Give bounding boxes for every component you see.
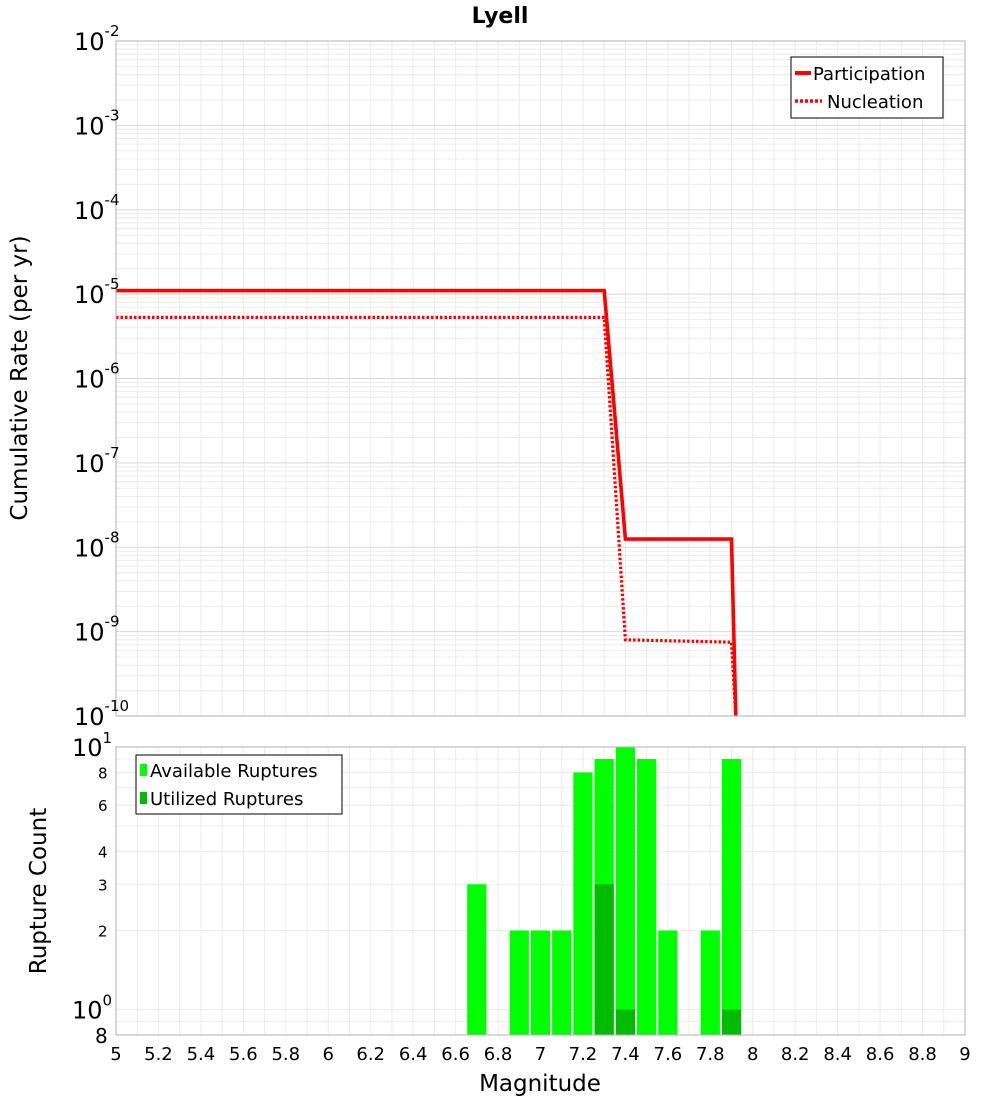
participation-legend-label: Participation (813, 64, 925, 85)
available-bar (552, 930, 572, 1035)
rupture-y-tick-major: 101 (72, 729, 112, 762)
magnitude-x-tick-label: 5.6 (229, 1044, 258, 1065)
rate-y-tick-exponent: -9 (105, 613, 120, 631)
magnitude-x-tick-label: 9 (959, 1044, 970, 1065)
rate-y-tick-exponent: -8 (105, 528, 120, 546)
rupture-y-tick-exponent: 1 (103, 729, 113, 747)
participation-line (116, 288, 738, 717)
rupture-legend: Available Ruptures Utilized Ruptures (135, 754, 343, 815)
available-bar (637, 759, 657, 1035)
rupture-legend-box (135, 754, 343, 815)
magnitude-x-tick-label: 8.6 (866, 1044, 895, 1065)
rupture-y-tick-label: 4 (98, 843, 108, 861)
nucleation-line (116, 315, 738, 717)
chart-title: Lyell (472, 4, 529, 29)
magnitude-x-ticks: 5 5.2 5.4 5.6 5.8 6 6.2 6.4 6.6 6.8 7 7.2 7.4 7.6 7.8 8… (110, 1044, 970, 1065)
magnitude-x-tick-label: 5.2 (144, 1044, 173, 1065)
magnitude-x-tick-label: 5.8 (271, 1044, 300, 1065)
available-bar (700, 930, 720, 1035)
magnitude-x-tick-label: 5.4 (187, 1044, 216, 1065)
magnitude-x-tick-label: 6.6 (441, 1044, 470, 1065)
rupture-y-tick-exponent: 0 (103, 992, 113, 1010)
rate-y-tick-exponent: -4 (105, 191, 120, 209)
utilized-bar (594, 884, 614, 1035)
magnitude-x-tick-label: 7 (535, 1044, 546, 1065)
rate-plot-series (116, 288, 738, 717)
magnitude-x-tick-label: 6.2 (356, 1044, 385, 1065)
available-legend-label: Available Ruptures (150, 761, 318, 782)
rate-y-tick-exponent: -10 (105, 697, 130, 715)
rupture-y-tick-major: 100 (72, 992, 112, 1025)
rate-plot-frame (115, 40, 966, 717)
utilized-bar (615, 1009, 636, 1035)
magnitude-x-tick-label: 8.2 (781, 1044, 810, 1065)
magnitude-x-tick-label: 6 (323, 1044, 334, 1065)
magnitude-x-axis-label: Magnitude (479, 1071, 601, 1097)
utilized-legend-swatch (140, 792, 147, 804)
available-bar (509, 930, 529, 1035)
rate-y-tick-label: 10-6 (74, 360, 120, 394)
rupture-y-tick-label: 8 (98, 764, 108, 782)
rupture-bars (467, 747, 742, 1035)
rate-y-tick-exponent: -3 (105, 106, 120, 124)
available-bar (658, 930, 678, 1035)
available-bar (530, 930, 551, 1035)
rate-y-tick-label: 10-7 (74, 444, 120, 478)
rate-y-tick-label: 10-4 (74, 191, 120, 225)
rate-y-tick-exponent: -5 (105, 275, 120, 293)
magnitude-x-tick-label: 6.8 (484, 1044, 513, 1065)
utilized-legend-label: Utilized Ruptures (150, 789, 303, 810)
rupture-y-tick-label: 8 (95, 1024, 108, 1048)
available-bar (467, 884, 487, 1035)
rupture-y-axis-label: Rupture Count (26, 808, 52, 974)
magnitude-x-tick-label: 5 (110, 1044, 121, 1065)
rate-y-axis-label: Cumulative Rate (per yr) (7, 235, 33, 520)
rupture-y-tick-label: 2 (98, 923, 108, 941)
magnitude-x-tick-label: 8.4 (823, 1044, 852, 1065)
rate-y-tick-label: 10-9 (74, 613, 120, 647)
nucleation-legend-label: Nucleation (827, 92, 923, 113)
rupture-y-tick-label: 6 (98, 797, 108, 815)
magnitude-x-tick-label: 7.2 (569, 1044, 598, 1065)
rupture-y-ticks: 8 6 4 3 2 8 101 100 (72, 729, 112, 1048)
rupture-y-tick-label: 3 (98, 876, 108, 894)
rate-y-tick-label: 10-2 (74, 22, 120, 56)
rate-y-tick-exponent: -6 (105, 360, 120, 378)
rate-legend: Participation Nucleation (790, 56, 944, 119)
magnitude-x-tick-label: 8 (747, 1044, 758, 1065)
rate-y-tick-label: 10-8 (74, 528, 120, 562)
available-bar (721, 759, 742, 1035)
available-legend-swatch (140, 764, 147, 776)
rate-y-tick-label: 10-3 (74, 106, 120, 140)
rate-y-tick-label: 10-10 (74, 697, 129, 731)
rate-y-tick-exponent: -7 (105, 444, 120, 462)
magnitude-x-tick-label: 7.4 (611, 1044, 640, 1065)
magnitude-x-tick-label: 8.8 (908, 1044, 937, 1065)
available-bar (615, 747, 636, 1035)
rate-y-tick-label: 10-5 (74, 275, 120, 309)
utilized-bar (721, 1009, 742, 1035)
rate-y-tick-exponent: -2 (105, 22, 120, 40)
rate-legend-box (790, 56, 944, 119)
rupture-plot-frame (115, 746, 966, 1036)
available-bar (573, 772, 593, 1035)
magnitude-x-tick-label: 7.8 (696, 1044, 725, 1065)
magnitude-x-tick-label: 7.6 (654, 1044, 683, 1065)
rate-plot-grid (115, 41, 966, 717)
rupture-count-plot: 8 6 4 3 2 8 101 100 5 5.2 5.4 5.6 5.8 6 6.2 6.4 6.6 6.8 7… (26, 729, 971, 1097)
rate-plot: 10-2 10-3 10-4 10-5 10-6 10-7 10-8 10-9 10-10 Cu… (7, 22, 966, 731)
magnitude-x-tick-label: 6.4 (399, 1044, 428, 1065)
